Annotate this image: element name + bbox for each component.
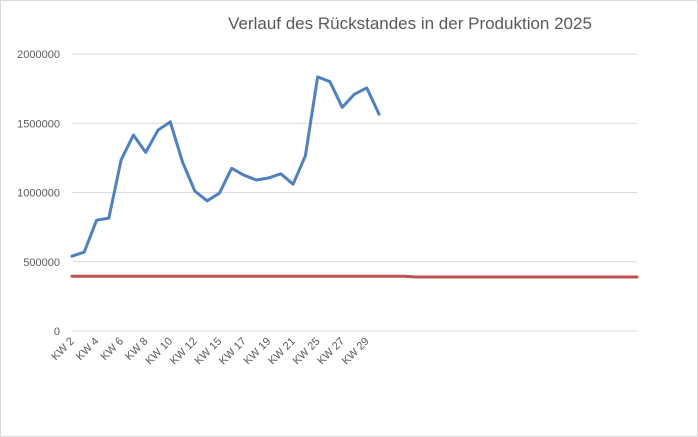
series-line <box>70 274 639 279</box>
y-tick-label: 500000 <box>23 257 60 269</box>
chart-title: Verlauf des Rückstandes in der Produktio… <box>228 14 592 33</box>
y-tick-label: 2000000 <box>17 49 60 61</box>
y-tick-label: 0 <box>54 326 60 338</box>
series-line <box>70 75 381 258</box>
y-tick-label: 1000000 <box>17 188 60 200</box>
y-tick-label: 1500000 <box>17 118 60 130</box>
